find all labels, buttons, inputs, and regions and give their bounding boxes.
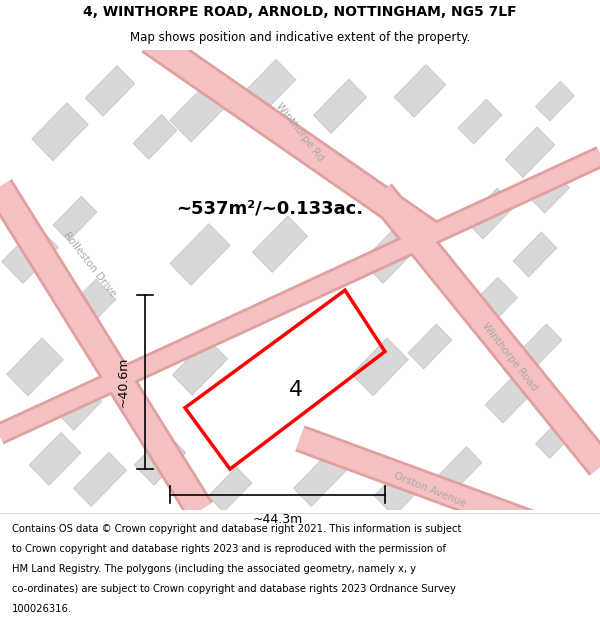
Polygon shape [438, 447, 482, 491]
Polygon shape [253, 216, 308, 272]
Polygon shape [505, 127, 555, 178]
Polygon shape [73, 452, 127, 506]
Polygon shape [352, 338, 408, 396]
Polygon shape [64, 279, 116, 332]
Text: Orston Avenue: Orston Avenue [392, 471, 467, 509]
Polygon shape [134, 432, 186, 485]
Text: ~40.6m: ~40.6m [117, 357, 130, 408]
Polygon shape [58, 386, 102, 430]
Polygon shape [133, 114, 177, 159]
Polygon shape [313, 79, 367, 133]
Polygon shape [85, 66, 135, 116]
Polygon shape [463, 278, 518, 334]
Text: 100026316.: 100026316. [12, 604, 72, 614]
Text: Contains OS data © Crown copyright and database right 2021. This information is : Contains OS data © Crown copyright and d… [12, 524, 461, 534]
Text: 4: 4 [289, 380, 304, 400]
Polygon shape [32, 103, 88, 161]
Polygon shape [293, 452, 347, 506]
Polygon shape [394, 64, 446, 118]
Polygon shape [170, 81, 230, 142]
Text: Map shows position and indicative extent of the property.: Map shows position and indicative extent… [130, 31, 470, 44]
Polygon shape [530, 173, 569, 213]
Polygon shape [170, 224, 230, 285]
Text: 4, WINTHORPE ROAD, ARNOLD, NOTTINGHAM, NG5 7LF: 4, WINTHORPE ROAD, ARNOLD, NOTTINGHAM, N… [83, 6, 517, 19]
Polygon shape [208, 467, 252, 512]
Polygon shape [485, 372, 535, 423]
Text: Winthorpe Rd: Winthorpe Rd [274, 101, 326, 163]
Polygon shape [7, 338, 63, 396]
Polygon shape [172, 339, 227, 395]
Text: Rolleston Drive: Rolleston Drive [62, 231, 118, 299]
Polygon shape [518, 324, 562, 369]
Polygon shape [458, 99, 502, 144]
Text: ~44.3m: ~44.3m [253, 513, 302, 526]
Polygon shape [408, 324, 452, 369]
Polygon shape [2, 226, 58, 283]
Polygon shape [536, 419, 574, 458]
Polygon shape [374, 463, 426, 516]
Polygon shape [244, 59, 296, 112]
Text: Winthorpe Road: Winthorpe Road [481, 321, 539, 392]
Polygon shape [53, 196, 97, 241]
Text: HM Land Registry. The polygons (including the associated geometry, namely x, y: HM Land Registry. The polygons (includin… [12, 564, 416, 574]
Polygon shape [29, 432, 81, 485]
Polygon shape [465, 188, 515, 239]
Polygon shape [536, 81, 574, 121]
Text: to Crown copyright and database rights 2023 and is reproduced with the permissio: to Crown copyright and database rights 2… [12, 544, 446, 554]
Text: ~537m²/~0.133ac.: ~537m²/~0.133ac. [176, 199, 364, 217]
Polygon shape [362, 226, 418, 283]
Text: co-ordinates) are subject to Crown copyright and database rights 2023 Ordnance S: co-ordinates) are subject to Crown copyr… [12, 584, 456, 594]
Polygon shape [513, 232, 557, 277]
